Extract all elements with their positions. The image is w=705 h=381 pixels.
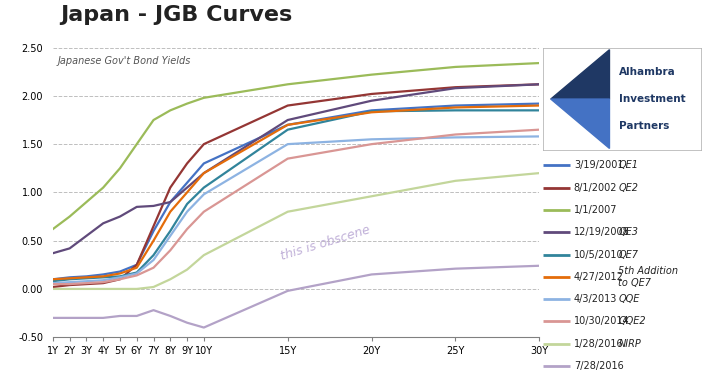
Text: Japan - JGB Curves: Japan - JGB Curves (60, 5, 292, 25)
Text: Alhambra: Alhambra (619, 67, 675, 77)
Text: QE1: QE1 (618, 160, 638, 170)
Text: 12/19/2008: 12/19/2008 (574, 227, 630, 237)
Text: Investment: Investment (619, 94, 686, 104)
Text: 4/3/2013: 4/3/2013 (574, 294, 618, 304)
Text: QE2: QE2 (618, 183, 638, 193)
Polygon shape (551, 50, 610, 99)
Text: Partners: Partners (619, 121, 669, 131)
Text: 1/1/2007: 1/1/2007 (574, 205, 618, 215)
Text: Japanese Gov't Bond Yields: Japanese Gov't Bond Yields (58, 56, 191, 66)
Polygon shape (551, 99, 610, 149)
Text: NIRP: NIRP (618, 339, 641, 349)
Text: QE7: QE7 (618, 250, 638, 259)
Text: QE3: QE3 (618, 227, 638, 237)
Text: 5th Addition
to QE7: 5th Addition to QE7 (618, 266, 678, 288)
Text: QQE2: QQE2 (618, 317, 646, 327)
Text: 1/28/2016: 1/28/2016 (574, 339, 623, 349)
Text: this is obscene: this is obscene (279, 223, 372, 263)
Text: 4/27/2012: 4/27/2012 (574, 272, 624, 282)
Text: 7/28/2016: 7/28/2016 (574, 361, 624, 371)
Text: 10/30/2014: 10/30/2014 (574, 317, 630, 327)
Text: 3/19/2001: 3/19/2001 (574, 160, 623, 170)
Text: QQE: QQE (618, 294, 639, 304)
Text: 10/5/2010: 10/5/2010 (574, 250, 623, 259)
Text: 8/1/2002: 8/1/2002 (574, 183, 618, 193)
